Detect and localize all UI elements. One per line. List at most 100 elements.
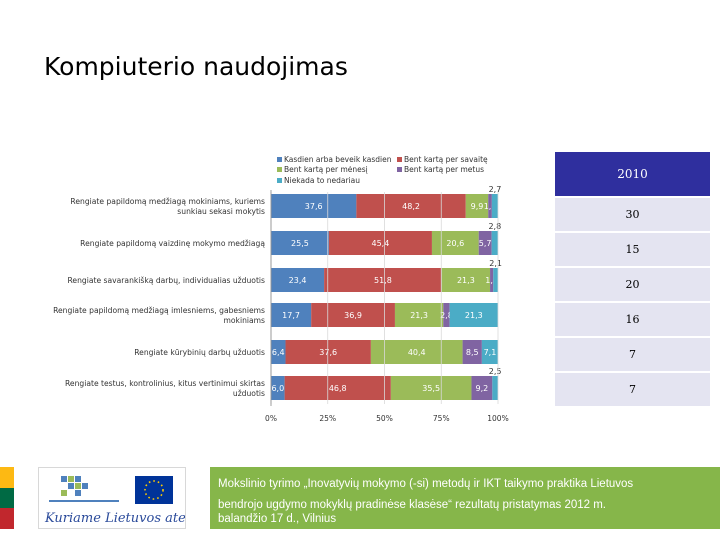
footer-text-line-2: bendrojo ugdymo mokyklų pradinėse klasės…: [218, 499, 606, 511]
data-label: 8,5: [466, 348, 479, 357]
bar-segment: [328, 231, 432, 255]
x-axis: 0% 25% 50% 75% 100%: [265, 190, 509, 423]
lithuanian-flag: [0, 467, 14, 529]
legend-label: Bent kartą per savaitę: [404, 155, 488, 164]
x-tick-label: 0%: [265, 414, 277, 423]
bar-segment: [390, 376, 472, 400]
bar-segment: [271, 376, 285, 400]
bar-segment: [478, 231, 492, 255]
data-label: 36,9: [344, 311, 362, 320]
bar-segment: [443, 303, 450, 327]
legend-label: Bent kartą per mėnesį: [284, 165, 368, 174]
bar-segment: [481, 340, 498, 364]
legend-swatch: [397, 167, 402, 172]
chart-legend: Kasdien arba beveik kasdien Bent kartą pe…: [277, 155, 488, 185]
bar-segment: [491, 194, 498, 218]
data-label: 2,5: [489, 367, 502, 376]
data-label: 6,4: [272, 348, 285, 357]
data-label: 7,1: [484, 348, 497, 357]
category-label: Rengiate papildomą vaizdinę mokymo medži…: [80, 239, 265, 248]
data-label: 2,1: [489, 259, 502, 268]
data-label: 2,7: [489, 185, 502, 194]
x-tick-label: 50%: [376, 414, 393, 423]
legend-swatch: [397, 157, 402, 162]
year-table-cell: 15: [555, 233, 710, 266]
bar-segment: [490, 268, 494, 292]
data-label: 48,2: [402, 202, 420, 211]
legend-swatch: [277, 178, 282, 183]
bar-segment: [370, 340, 463, 364]
bar-segment: [449, 303, 498, 327]
data-label: 35,5: [422, 384, 440, 393]
footer-text-line-3: balandžio 17 d., Vilnius: [218, 513, 337, 525]
data-label: 46,8: [329, 384, 347, 393]
eu-flag-icon: [135, 476, 173, 504]
bar-segment: [493, 268, 498, 292]
legend-label: Niekada to nedariau: [284, 176, 360, 185]
bar-segment: [471, 376, 493, 400]
footer-text-line-1: Mokslinio tyrimo „Inovatyvių mokymo (-si…: [218, 478, 634, 490]
data-label: 2,8: [440, 311, 453, 320]
data-label: 2,8: [488, 222, 501, 231]
bar-segment: [271, 303, 312, 327]
bar-segment: [488, 194, 492, 218]
year-table-cell: 16: [555, 303, 710, 336]
category-labels: Rengiate papildomą medžiagą mokiniams, k…: [53, 197, 265, 398]
bar-segment: [491, 231, 498, 255]
legend-swatch: [277, 157, 282, 162]
bar-segment: [394, 303, 444, 327]
bar-segment: [441, 268, 491, 292]
data-label: 25,5: [291, 239, 309, 248]
year-table-cell: 7: [555, 373, 710, 406]
year-table-cell: 7: [555, 338, 710, 371]
legend-label: Bent kartą per metus: [404, 165, 484, 174]
x-tick-label: 25%: [319, 414, 336, 423]
category-label: Rengiate savarankišką darbų, individuali…: [67, 276, 265, 285]
legend-swatch: [277, 167, 282, 172]
data-label: 51,8: [374, 276, 392, 285]
page-title: Kompiuterio naudojimas: [44, 52, 348, 81]
year-table-cell: 20: [555, 268, 710, 301]
data-label: 45,4: [372, 239, 390, 248]
footer-bar: [210, 467, 720, 529]
bar-segment: [356, 194, 466, 218]
category-label: Rengiate kūrybinių darbų užduotis: [134, 348, 265, 357]
logo-text: Kuriame Lietuvos ateitį: [44, 511, 185, 526]
year-table-header: 2010: [555, 152, 710, 196]
bar-segment: [271, 268, 325, 292]
bar-segment: [492, 376, 498, 400]
bar-segment: [465, 194, 489, 218]
data-label: 21,3: [457, 276, 475, 285]
eu-logo: Kuriame Lietuvos ateitį: [38, 467, 199, 529]
category-label: Rengiate papildomą medžiagą mokiniams, k…: [70, 197, 265, 216]
bar-segment: [462, 340, 482, 364]
data-label: 5,7: [479, 239, 492, 248]
category-label: Rengiate papildomą medžiagą imlesniems, …: [53, 306, 265, 325]
bar-segment: [271, 340, 286, 364]
flag-stripe-red: [0, 508, 14, 529]
bar-segment: [311, 303, 395, 327]
flag-stripe-green: [0, 487, 14, 509]
data-label: 6,0: [271, 384, 284, 393]
data-label: 23,4: [289, 276, 307, 285]
year-table-cell: 30: [555, 198, 710, 231]
data-label: 37,6: [305, 202, 323, 211]
x-tick-label: 100%: [487, 414, 508, 423]
bar-segment: [324, 268, 442, 292]
bar-segment: [271, 231, 329, 255]
data-label: 37,6: [319, 348, 337, 357]
bar-segment: [431, 231, 479, 255]
data-label: 20,6: [446, 239, 464, 248]
data-label: 40,4: [408, 348, 426, 357]
data-label: 9,9: [471, 202, 484, 211]
data-label: 9,2: [476, 384, 489, 393]
eu-logo-graphic: Kuriame Lietuvos ateitį: [44, 476, 199, 526]
bar-segment: [285, 340, 371, 364]
bar-segment: [271, 194, 357, 218]
legend-label: Kasdien arba beveik kasdien: [284, 155, 392, 164]
data-label: 21,3: [465, 311, 483, 320]
data-label: 1,4: [485, 276, 498, 285]
year-table: 2010 30 15 20 16 7 7: [555, 152, 710, 406]
category-label: Rengiate testus, kontrolinius, kitus ver…: [65, 379, 265, 398]
